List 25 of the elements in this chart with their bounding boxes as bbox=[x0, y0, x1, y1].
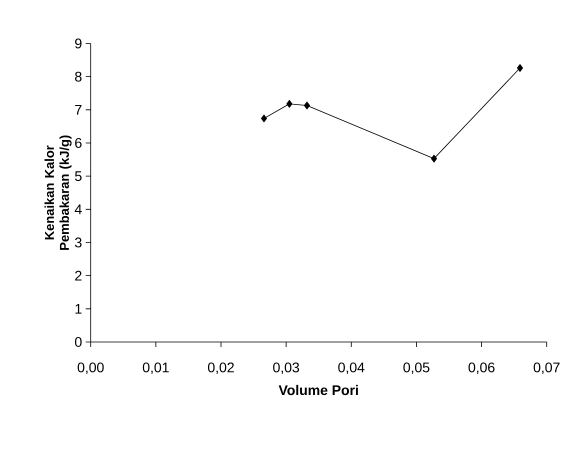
y-axis-title: Kenaikan Kalor Pembakaran (kJ/g) bbox=[44, 135, 72, 250]
y-tick-label: 8 bbox=[75, 72, 82, 82]
x-tick-label: 0,01 bbox=[142, 362, 169, 374]
x-tick-label: 0,03 bbox=[273, 362, 300, 374]
y-tick-label: 4 bbox=[74, 204, 82, 214]
point bbox=[260, 114, 268, 122]
y-tick-label: 2 bbox=[75, 270, 82, 281]
x-tick-label: 0,07 bbox=[534, 362, 560, 374]
y-tick-label: 9 bbox=[75, 38, 82, 48]
point bbox=[430, 154, 438, 162]
point bbox=[286, 100, 292, 108]
x-tick-label: 0,02 bbox=[208, 362, 234, 374]
point bbox=[516, 64, 524, 72]
x-tick-label: 0,00 bbox=[78, 362, 104, 374]
y-tick-label: 6 bbox=[75, 138, 82, 148]
y-tick-label: 0 bbox=[74, 337, 82, 347]
y-tick-label: 3 bbox=[74, 238, 82, 248]
y-tick-label: 1 bbox=[75, 304, 82, 314]
point bbox=[304, 102, 310, 110]
x-axis-title: Volume Pori bbox=[278, 384, 358, 396]
y-tick-label: 5 bbox=[74, 171, 82, 182]
y-tick-label: 7 bbox=[75, 105, 82, 115]
x-tick-label: 0,06 bbox=[468, 362, 495, 374]
x-tick-label: 0,04 bbox=[338, 362, 364, 374]
x-tick-label: 0,05 bbox=[403, 362, 430, 374]
